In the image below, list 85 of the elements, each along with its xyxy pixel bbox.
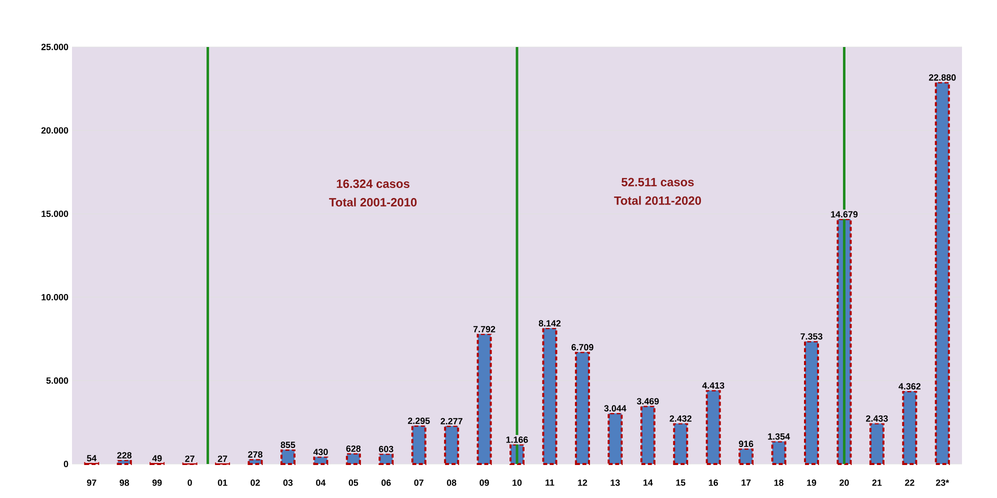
data-label: 3.469 xyxy=(636,398,659,404)
x-tick-label: 97 xyxy=(86,480,96,486)
y-tick-label: 25.000 xyxy=(41,44,68,50)
data-label: 49 xyxy=(152,455,162,462)
x-tick-label: 15 xyxy=(676,480,686,486)
data-label: 4.413 xyxy=(702,382,724,389)
annotation: Total 2001-2010 xyxy=(329,198,417,206)
x-tick-label: 98 xyxy=(120,480,130,486)
annotation: Total 2011-2020 xyxy=(614,196,701,205)
x-tick-label: 16 xyxy=(708,480,718,486)
bar xyxy=(313,456,328,465)
x-tick-label: 02 xyxy=(250,480,260,486)
data-label: 27 xyxy=(218,456,228,462)
bar xyxy=(804,340,819,465)
data-label: 2.433 xyxy=(866,415,888,422)
x-tick-label: 10 xyxy=(512,480,522,486)
bar xyxy=(771,440,786,465)
y-tick-label: 0 xyxy=(64,460,68,468)
x-tick-label: 04 xyxy=(316,480,326,486)
data-label: 22.880 xyxy=(928,74,956,81)
data-label: 2.432 xyxy=(670,415,692,422)
x-tick-label: 14 xyxy=(643,480,653,486)
data-label: 3.044 xyxy=(604,405,626,412)
y-tick-label: 10.000 xyxy=(42,294,68,300)
y-tick-label: 20.000 xyxy=(41,127,68,134)
data-label: 8.142 xyxy=(538,320,561,326)
x-tick-label: 99 xyxy=(152,480,162,486)
data-label: 54 xyxy=(86,455,97,462)
data-label: 1.166 xyxy=(506,436,528,443)
data-label: 7.792 xyxy=(473,326,496,332)
data-label: 27 xyxy=(185,456,194,462)
bar xyxy=(673,422,688,465)
data-label: 228 xyxy=(117,452,132,458)
bar xyxy=(248,458,263,465)
x-tick-label: 20 xyxy=(840,480,849,486)
data-label: 2.295 xyxy=(408,418,430,424)
data-label: 6.709 xyxy=(572,344,594,350)
bar xyxy=(378,452,394,465)
bar xyxy=(738,448,754,465)
bar xyxy=(542,327,558,465)
bar xyxy=(934,81,950,465)
data-label: 855 xyxy=(280,442,296,448)
x-tick-label: 05 xyxy=(348,480,358,486)
x-tick-label: 03 xyxy=(283,480,293,486)
data-label: 14.679 xyxy=(831,211,858,218)
data-label: 2.277 xyxy=(440,418,462,424)
x-tick-label: 09 xyxy=(480,480,489,486)
x-tick-label: 23* xyxy=(936,480,950,486)
bar xyxy=(902,390,918,465)
bar xyxy=(444,425,460,465)
data-label: 278 xyxy=(248,451,262,458)
x-tick-label: 12 xyxy=(578,480,588,486)
bar xyxy=(411,424,426,465)
annotation: 52.511 casos xyxy=(622,178,694,186)
bar xyxy=(608,412,623,465)
bar xyxy=(869,422,884,465)
bar xyxy=(280,448,296,465)
data-label: 7.353 xyxy=(800,333,822,340)
bar xyxy=(346,452,361,465)
bar xyxy=(706,389,721,465)
bar xyxy=(574,351,590,465)
x-tick-label: 11 xyxy=(546,480,554,486)
x-tick-label: 08 xyxy=(446,480,456,486)
data-label: 916 xyxy=(738,440,754,448)
x-tick-label: 13 xyxy=(610,480,620,486)
bar xyxy=(640,405,656,465)
x-tick-label: 22 xyxy=(904,480,914,486)
x-tick-label: 07 xyxy=(414,480,424,486)
x-tick-label: 01 xyxy=(218,480,228,486)
y-tick-label: 5.000 xyxy=(46,377,68,384)
data-label: 603 xyxy=(378,446,394,452)
data-label: 430 xyxy=(313,448,328,456)
bar xyxy=(116,459,132,465)
y-tick-label: 15.000 xyxy=(42,210,68,217)
x-tick-label: 19 xyxy=(807,480,816,486)
x-tick-label: 17 xyxy=(742,480,751,486)
x-tick-label: 0 xyxy=(188,480,192,486)
x-tick-label: 06 xyxy=(382,480,391,486)
data-label: 628 xyxy=(346,445,361,452)
x-tick-label: 21 xyxy=(872,480,882,486)
bar xyxy=(476,333,492,465)
data-label: 4.362 xyxy=(898,383,921,390)
annotation: 16.324 casos xyxy=(336,180,410,188)
data-label: 1.354 xyxy=(768,433,790,440)
x-tick-label: 18 xyxy=(774,480,784,486)
